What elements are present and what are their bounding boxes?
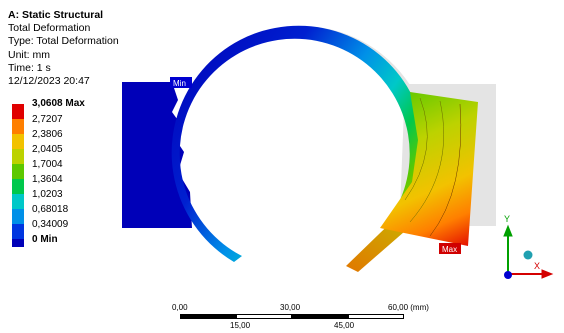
legend-label-max: 3,0608 Max <box>32 98 85 109</box>
legend-swatch-6 <box>12 194 24 209</box>
coordinate-triad[interactable]: Y X <box>494 212 558 288</box>
scale-segment <box>348 314 404 319</box>
result-name: Total Deformation <box>8 22 91 35</box>
legend-swatch-2 <box>12 134 24 149</box>
legend-label: 2,0405 <box>32 144 63 155</box>
min-probe-label: Min <box>173 79 186 88</box>
scale-tick-15: 15,00 <box>230 321 251 330</box>
legend-swatch-0 <box>12 104 24 119</box>
legend-label: 1,0203 <box>32 189 63 200</box>
scale-tick-30: 30,00 <box>280 303 301 312</box>
legend-label: 1,3604 <box>32 174 63 185</box>
legend-swatch-8 <box>12 224 24 239</box>
legend-swatch-1 <box>12 119 24 134</box>
result-time: Time: 1 s <box>8 61 51 74</box>
max-probe[interactable]: Max <box>439 243 461 254</box>
legend-label: 2,7207 <box>32 114 63 125</box>
y-axis-arrowhead <box>503 224 513 237</box>
left-support-block <box>122 82 192 228</box>
max-probe-box <box>439 243 461 254</box>
legend-label: 1,7004 <box>32 159 63 170</box>
contour-band-line <box>404 97 428 201</box>
result-info: A: Static Structural Total Deformation T… <box>8 9 119 88</box>
view-sphere-icon[interactable] <box>523 250 533 260</box>
right-deformed-block <box>380 92 478 246</box>
legend-swatch-4 <box>12 164 24 179</box>
result-unit: Unit: mm <box>8 48 50 61</box>
scale-tick-45: 45,00 <box>334 321 355 330</box>
result-timestamp: 12/12/2023 20:47 <box>8 75 90 88</box>
legend-label-min: 0 Min <box>32 234 58 245</box>
legend-swatch-9 <box>12 239 24 247</box>
x-axis-label: X <box>534 261 540 271</box>
min-probe[interactable]: Min <box>170 77 192 88</box>
legend-swatch-3 <box>12 149 24 164</box>
legend-label: 2,3806 <box>32 129 63 140</box>
scale-bar: 0,00 30,00 60,00 (mm) 15,00 45,00 <box>170 303 429 333</box>
x-axis-arrowhead <box>541 269 554 279</box>
legend-swatch-5 <box>12 179 24 194</box>
scale-tick-60: 60,00 (mm) <box>388 303 429 312</box>
z-axis-dot <box>504 271 512 279</box>
min-probe-box <box>170 77 192 88</box>
contour-band-line <box>409 100 444 223</box>
legend-label: 0,68018 <box>32 204 69 215</box>
result-type: Type: Total Deformation <box>8 35 119 48</box>
contour-band-line <box>429 103 462 237</box>
legend-swatch-7 <box>12 209 24 224</box>
scale-segment <box>292 314 348 319</box>
scale-segment <box>236 314 292 319</box>
scale-tick-0: 0,00 <box>172 303 188 312</box>
scale-segment <box>180 314 236 319</box>
max-probe-label: Max <box>442 245 457 254</box>
analysis-title: A: Static Structural <box>8 9 104 21</box>
legend-label: 0,34009 <box>32 219 69 230</box>
y-axis-label: Y <box>504 214 510 224</box>
